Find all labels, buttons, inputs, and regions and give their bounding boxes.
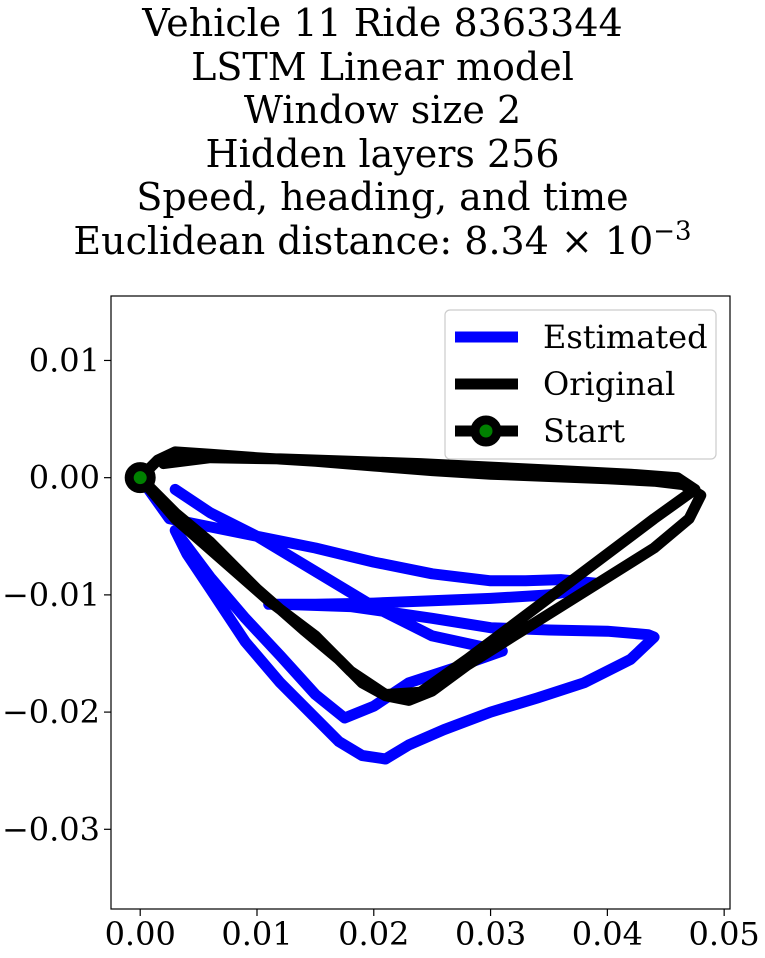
x-tick-label: 0.01 bbox=[221, 915, 292, 953]
x-tick-label: 0.03 bbox=[455, 915, 526, 953]
title-line: Hidden layers 256 bbox=[205, 131, 560, 176]
metric-value: Euclidean distance: 8.34 bbox=[73, 218, 549, 263]
y-tick-label: 0.01 bbox=[29, 341, 100, 379]
legend-box bbox=[444, 309, 717, 460]
y-tick-label: 0.00 bbox=[29, 459, 100, 497]
legend-label: Estimated bbox=[543, 318, 708, 356]
title-metric-line: Euclidean distance: 8.34 × 10−3 bbox=[0, 218, 765, 264]
metric-times-ten: × 10 bbox=[548, 218, 654, 263]
title-line: LSTM Linear model bbox=[191, 44, 574, 89]
title-line: Speed, heading, and time bbox=[136, 175, 629, 219]
plot-frame bbox=[110, 295, 731, 910]
y-tick-label: −0.02 bbox=[2, 693, 100, 731]
title-line: Vehicle 11 Ride 8363344 bbox=[142, 1, 623, 45]
series-layer bbox=[124, 446, 707, 765]
x-tick-label: 0.00 bbox=[105, 915, 176, 953]
legend-label: Start bbox=[543, 412, 625, 450]
chart-title: Vehicle 11 Ride 8363344 LSTM Linear mode… bbox=[0, 1, 765, 264]
axis-ticks: 0.00 0.01 0.02 0.03 0.04 0.05 0.01 0.00 −0.01 −0.… bbox=[2, 341, 760, 953]
metric-exponent: −3 bbox=[653, 216, 692, 247]
series-line-original bbox=[134, 446, 707, 706]
x-tick-label: 0.05 bbox=[689, 915, 760, 953]
start-marker bbox=[124, 462, 156, 494]
legend-start-marker bbox=[470, 415, 502, 447]
title-line: Window size 2 bbox=[243, 88, 522, 132]
x-tick-label: 0.02 bbox=[338, 915, 409, 953]
legend-label: Original bbox=[543, 365, 675, 403]
y-tick-label: −0.03 bbox=[2, 810, 100, 848]
y-tick-label: −0.01 bbox=[2, 576, 100, 614]
legend: Estimated Original Start bbox=[444, 309, 717, 460]
series-line-estimated bbox=[134, 472, 660, 765]
x-tick-label: 0.04 bbox=[572, 915, 643, 953]
